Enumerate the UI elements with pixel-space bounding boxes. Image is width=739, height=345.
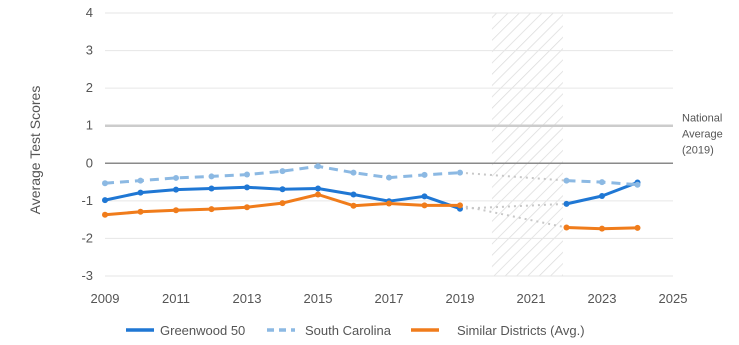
legend-label: South Carolina [305, 323, 392, 338]
data-point [421, 193, 428, 200]
data-point [102, 180, 108, 187]
x-tick-label: 2009 [91, 291, 120, 306]
data-point [208, 185, 215, 192]
x-tick-label: 2011 [162, 291, 190, 306]
x-tick-label: 2023 [588, 291, 617, 306]
data-point [350, 169, 357, 176]
data-point [350, 191, 357, 198]
legend-label: Greenwood 50 [160, 323, 245, 338]
x-tick-label: 2025 [659, 291, 688, 306]
y-tick-label: 4 [86, 5, 93, 20]
y-axis-label: Average Test Scores [27, 86, 43, 215]
data-point [102, 197, 108, 204]
missing-data-region [491, 13, 563, 276]
data-point [634, 224, 641, 231]
y-tick-label: 1 [86, 118, 93, 133]
data-point [173, 174, 179, 181]
y-tick-label: 3 [86, 43, 93, 58]
data-point [563, 177, 570, 184]
data-point [386, 174, 392, 181]
data-point [315, 163, 321, 170]
data-point [279, 168, 286, 175]
legend-label: Similar Districts (Avg.) [457, 323, 585, 338]
data-point [208, 173, 215, 180]
gap-connector [459, 204, 567, 229]
data-point [421, 202, 428, 209]
data-point [244, 204, 250, 211]
data-point [599, 225, 605, 232]
data-point [315, 191, 321, 198]
x-tick-label: 2015 [304, 291, 333, 306]
data-point [634, 181, 641, 188]
data-point [457, 202, 463, 209]
data-point [563, 200, 570, 207]
data-point [244, 171, 250, 178]
y-tick-label: 2 [86, 80, 93, 95]
data-point [137, 189, 144, 196]
data-point [102, 211, 108, 218]
x-tick-label: 2019 [446, 291, 475, 306]
data-point [244, 184, 250, 191]
x-tick-label: 2021 [517, 291, 546, 306]
data-point [599, 179, 605, 186]
data-point [137, 208, 144, 215]
data-point [457, 169, 463, 176]
y-tick-label: -2 [81, 230, 93, 245]
national-average-label: National [682, 113, 722, 125]
data-point [173, 186, 179, 193]
data-point [599, 192, 605, 199]
y-tick-label: -3 [81, 268, 93, 283]
data-point [208, 206, 215, 213]
data-point [173, 207, 179, 214]
data-point [279, 200, 286, 207]
data-point [137, 177, 144, 184]
data-point [279, 186, 286, 193]
national-average-label: Average [682, 129, 723, 141]
data-point [315, 185, 321, 192]
data-point [563, 224, 570, 231]
x-tick-label: 2017 [375, 291, 404, 306]
data-point [350, 202, 357, 209]
data-point [421, 171, 428, 178]
y-tick-label: 0 [86, 155, 93, 170]
data-point [386, 200, 392, 207]
y-tick-label: -1 [81, 193, 93, 208]
national-average-label: (2019) [682, 145, 714, 157]
x-tick-label: 2013 [233, 291, 262, 306]
